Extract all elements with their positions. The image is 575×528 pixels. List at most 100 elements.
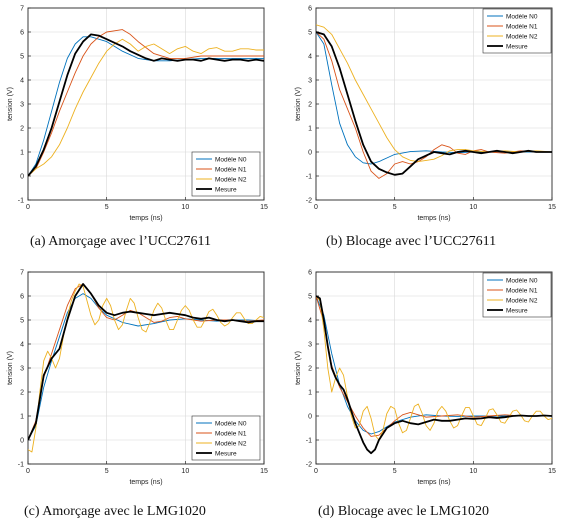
legend-label: Modèle N1: [506, 287, 538, 294]
plot-frame: [27, 7, 265, 201]
series-line-mesure: [316, 295, 552, 455]
x-tick-label: 0: [26, 204, 30, 211]
y-tick-label: -1: [306, 174, 312, 181]
x-axis-label: temps (ns): [129, 215, 162, 222]
y-tick-label: 5: [20, 54, 24, 61]
x-tick-label: 5: [105, 468, 109, 475]
legend-label: Modèle N1: [215, 166, 247, 173]
y-tick-label: 5: [20, 318, 24, 325]
legend-label: Modèle N0: [215, 420, 247, 427]
series-line-mod-le-n2: [316, 295, 552, 441]
legend-label: Modèle N1: [215, 430, 247, 437]
x-tick-label: 0: [314, 204, 318, 211]
x-axis-label: temps (ns): [417, 479, 450, 486]
x-tick-label: 15: [548, 468, 556, 475]
caption-c: (c) Amorçage avec le LMG1020: [24, 504, 206, 519]
legend-label: Modèle N0: [506, 277, 538, 284]
y-tick-label: 2: [308, 366, 312, 373]
y-tick-label: 5: [308, 294, 312, 301]
legend-label: Modèle N1: [506, 23, 538, 30]
y-tick-label: 0: [20, 438, 24, 445]
y-tick-label: -1: [18, 462, 24, 469]
y-tick-label: 3: [20, 102, 24, 109]
panel-d: 0 5 10 15 -2 -1 0 1 2 3 4 5 6 temps (ns) tension (V) Mo…: [288, 264, 575, 528]
legend-label: Modèle N2: [506, 33, 538, 40]
legend-label: Modèle N0: [215, 156, 247, 163]
panel-b: 0 5 10 15 -2 -1 0 1 2 3 4 5 6 temps (ns) tension (V) Mo…: [288, 0, 575, 262]
y-tick-label: 2: [20, 126, 24, 133]
x-tick-label: 5: [105, 204, 109, 211]
y-tick-label: 6: [308, 6, 312, 13]
series-line-mod-le-n1: [316, 295, 552, 437]
x-tick-label: 10: [181, 468, 189, 475]
y-tick-label: -1: [18, 198, 24, 205]
legend-label: Modèle N2: [506, 297, 538, 304]
y-axis-label: tension (V): [7, 87, 14, 121]
plot-frame: [315, 7, 553, 201]
x-tick-label: 15: [260, 468, 268, 475]
x-tick-label: 15: [260, 204, 268, 211]
legend-label: Mesure: [215, 450, 237, 457]
x-axis-label: temps (ns): [129, 479, 162, 486]
y-tick-label: 7: [20, 270, 24, 277]
x-tick-label: 0: [314, 468, 318, 475]
y-tick-label: 6: [20, 294, 24, 301]
caption-b: (b) Blocage avec l’UCC27611: [326, 234, 497, 249]
y-tick-label: -2: [306, 198, 312, 205]
panel-c: 0 5 10 15 -1 0 1 2 3 4 5 6 7 temps (ns) tension (V) Mod…: [0, 264, 287, 528]
panel-a: 0 5 10 15 -1 0 1 2 3 4 5 6 7 temps (ns) tension (V) Mod…: [0, 0, 287, 262]
legend-label: Modèle N0: [506, 13, 538, 20]
y-tick-label: 4: [308, 54, 312, 61]
x-axis-label: temps (ns): [417, 215, 450, 222]
y-tick-label: 3: [308, 342, 312, 349]
x-tick-label: 5: [393, 204, 397, 211]
y-tick-label: -2: [306, 462, 312, 469]
legend-label: Mesure: [215, 186, 237, 193]
y-tick-label: 1: [308, 390, 312, 397]
series-line-mesure: [28, 283, 264, 441]
x-tick-label: 10: [469, 468, 477, 475]
y-tick-label: 3: [20, 366, 24, 373]
y-tick-label: 4: [20, 342, 24, 349]
y-tick-label: 1: [20, 150, 24, 157]
caption-a: (a) Amorçage avec l’UCC27611: [30, 234, 212, 249]
y-tick-label: 6: [308, 270, 312, 277]
y-tick-label: 6: [20, 30, 24, 37]
plot-frame: [315, 271, 553, 465]
y-tick-label: 3: [308, 78, 312, 85]
y-tick-label: 1: [308, 126, 312, 133]
y-tick-label: 7: [20, 6, 24, 13]
y-axis-label: tension (V): [7, 351, 14, 385]
plot-frame: [27, 271, 265, 465]
series-line-mod-le-n2: [28, 38, 264, 177]
x-tick-label: 10: [181, 204, 189, 211]
series-line-mod-le-n1: [28, 29, 264, 177]
y-axis-label: tension (V): [295, 351, 302, 385]
legend-label: Mesure: [506, 307, 528, 314]
chart-d: 0 5 10 15 -2 -1 0 1 2 3 4 5 6 temps (ns) tension (V) Mo…: [295, 270, 556, 487]
y-tick-label: 1: [20, 414, 24, 421]
x-tick-label: 0: [26, 468, 30, 475]
y-tick-label: 0: [308, 414, 312, 421]
y-tick-label: 4: [20, 78, 24, 85]
y-tick-label: 0: [308, 150, 312, 157]
x-tick-label: 5: [393, 468, 397, 475]
y-tick-label: 0: [20, 174, 24, 181]
y-axis-label: tension (V): [295, 87, 302, 121]
chart-b: 0 5 10 15 -2 -1 0 1 2 3 4 5 6 temps (ns) tension (V) Mo…: [295, 6, 556, 223]
y-tick-label: -1: [306, 438, 312, 445]
y-tick-label: 2: [308, 102, 312, 109]
x-tick-label: 15: [548, 204, 556, 211]
y-tick-label: 4: [308, 318, 312, 325]
caption-d: (d) Blocage avec le LMG1020: [318, 504, 490, 519]
y-tick-label: 2: [20, 390, 24, 397]
y-tick-label: 5: [308, 30, 312, 37]
x-tick-label: 10: [469, 204, 477, 211]
legend-label: Modèle N2: [215, 440, 247, 447]
legend-label: Mesure: [506, 43, 528, 50]
series-line-mesure: [316, 31, 552, 176]
legend-label: Modèle N2: [215, 176, 247, 183]
series-line-mesure: [28, 33, 264, 177]
